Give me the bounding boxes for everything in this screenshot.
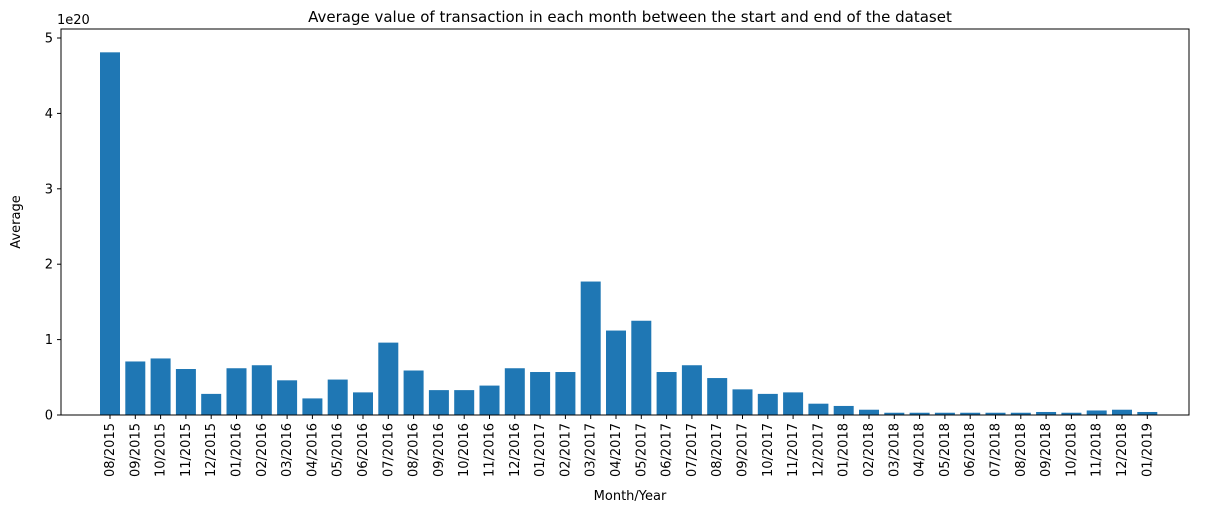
bar-12-2015 <box>201 393 222 415</box>
x-tick-label: 04/2017 <box>609 423 624 477</box>
bar-03-2016 <box>277 380 298 415</box>
bar-09-2017 <box>732 389 753 415</box>
x-axis-ticks: 08/2015 09/2015 10/2015 11/2015 12/2015 01/20… <box>103 415 1155 477</box>
x-tick-label: 11/2015 <box>179 423 194 477</box>
bar-03-2018 <box>884 412 905 415</box>
y-axis-ticks: 0 1 2 3 4 5 <box>45 32 61 424</box>
x-tick-label: 12/2017 <box>811 423 826 477</box>
x-tick-label: 02/2018 <box>862 423 877 477</box>
x-tick-label: 07/2017 <box>685 423 700 477</box>
x-tick-label: 03/2018 <box>887 423 902 477</box>
bar-06-2016 <box>353 392 373 415</box>
x-tick-label: 12/2018 <box>1115 423 1130 477</box>
x-tick-label: 05/2017 <box>634 423 649 477</box>
bar-11-2017 <box>783 392 804 415</box>
bar-04-2016 <box>302 398 323 415</box>
bar-06-2017 <box>656 372 677 415</box>
bar-09-2015 <box>125 361 146 415</box>
x-tick-label: 10/2016 <box>457 423 472 477</box>
chart-title: Average value of transaction in each mon… <box>308 8 952 26</box>
bar-04-2018 <box>909 412 930 415</box>
bar-10-2016 <box>454 390 475 415</box>
bar-08-2017 <box>707 378 728 415</box>
y-tick-label: 3 <box>45 182 53 197</box>
bar-03-2017 <box>580 281 601 415</box>
bar-01-2019 <box>1137 411 1158 415</box>
x-tick-label: 12/2016 <box>508 423 523 477</box>
bar-05-2018 <box>934 412 955 415</box>
bar-08-2018 <box>1010 412 1031 415</box>
bar-10-2017 <box>757 393 778 415</box>
bar-09-2018 <box>1036 411 1057 415</box>
bar-07-2017 <box>681 365 702 415</box>
bar-01-2018 <box>833 405 854 415</box>
bar-01-2016 <box>226 368 247 415</box>
x-tick-label: 01/2017 <box>533 423 548 477</box>
bar-12-2018 <box>1112 409 1132 415</box>
bar-11-2018 <box>1086 410 1107 415</box>
y-axis-label: Average <box>9 195 24 248</box>
bar-02-2017 <box>555 372 576 415</box>
bar-11-2015 <box>175 369 196 415</box>
x-tick-label: 10/2018 <box>1064 423 1079 477</box>
x-tick-label: 09/2017 <box>736 423 751 477</box>
x-tick-label: 10/2015 <box>154 423 169 477</box>
plot-frame <box>60 28 1190 416</box>
bar-07-2018 <box>985 412 1006 415</box>
x-tick-label: 09/2016 <box>432 423 447 477</box>
x-tick-label: 08/2015 <box>103 423 118 477</box>
x-axis-label: Month/Year <box>594 489 667 504</box>
bar-01-2017 <box>530 372 551 415</box>
x-tick-label: 04/2018 <box>913 423 928 477</box>
x-tick-label: 11/2016 <box>483 423 498 477</box>
x-tick-label: 02/2016 <box>255 423 270 477</box>
y-tick-label: 4 <box>45 107 53 122</box>
y-tick-label: 0 <box>45 409 53 424</box>
x-tick-label: 02/2017 <box>558 423 573 477</box>
bar-07-2016 <box>378 342 399 415</box>
x-tick-label: 01/2018 <box>837 423 852 477</box>
x-tick-label: 08/2018 <box>1014 423 1029 477</box>
x-tick-label: 09/2015 <box>128 423 143 477</box>
x-tick-label: 07/2018 <box>989 423 1004 477</box>
y-tick-label: 1 <box>45 333 53 348</box>
x-tick-label: 04/2016 <box>305 423 320 477</box>
y-tick-label: 2 <box>45 258 53 273</box>
x-tick-label: 08/2016 <box>407 423 422 477</box>
x-tick-label: 09/2018 <box>1039 423 1054 477</box>
bar-09-2016 <box>428 390 449 415</box>
bar-08-2015 <box>100 52 120 415</box>
bar-10-2015 <box>150 358 171 415</box>
x-tick-label: 01/2016 <box>230 423 245 477</box>
bar-06-2018 <box>960 412 981 415</box>
bar-08-2016 <box>403 370 424 415</box>
x-tick-label: 01/2019 <box>1140 423 1155 477</box>
x-tick-label: 11/2017 <box>786 423 801 477</box>
x-tick-label: 05/2018 <box>938 423 953 477</box>
x-tick-label: 12/2015 <box>204 423 219 477</box>
x-tick-label: 03/2016 <box>280 423 295 477</box>
bar-12-2017 <box>808 403 829 415</box>
bar-11-2016 <box>479 385 500 415</box>
x-tick-label: 06/2017 <box>660 423 675 477</box>
bar-05-2016 <box>327 379 348 415</box>
x-tick-label: 03/2017 <box>584 423 599 477</box>
x-tick-label: 06/2018 <box>963 423 978 477</box>
bar-10-2018 <box>1061 412 1082 415</box>
bars-layer <box>100 52 1158 415</box>
x-tick-label: 05/2016 <box>331 423 346 477</box>
x-tick-label: 06/2016 <box>356 423 371 477</box>
bar-04-2017 <box>606 330 626 415</box>
x-tick-label: 10/2017 <box>761 423 776 477</box>
x-tick-label: 07/2016 <box>381 423 396 477</box>
bar-05-2017 <box>631 320 652 415</box>
bar-12-2016 <box>504 368 525 415</box>
y-offset-label: 1e20 <box>57 13 90 28</box>
y-tick-label: 5 <box>45 32 53 47</box>
bar-02-2018 <box>859 409 879 415</box>
x-tick-label: 11/2018 <box>1090 423 1105 477</box>
bar-02-2016 <box>251 365 272 415</box>
x-tick-label: 08/2017 <box>710 423 725 477</box>
